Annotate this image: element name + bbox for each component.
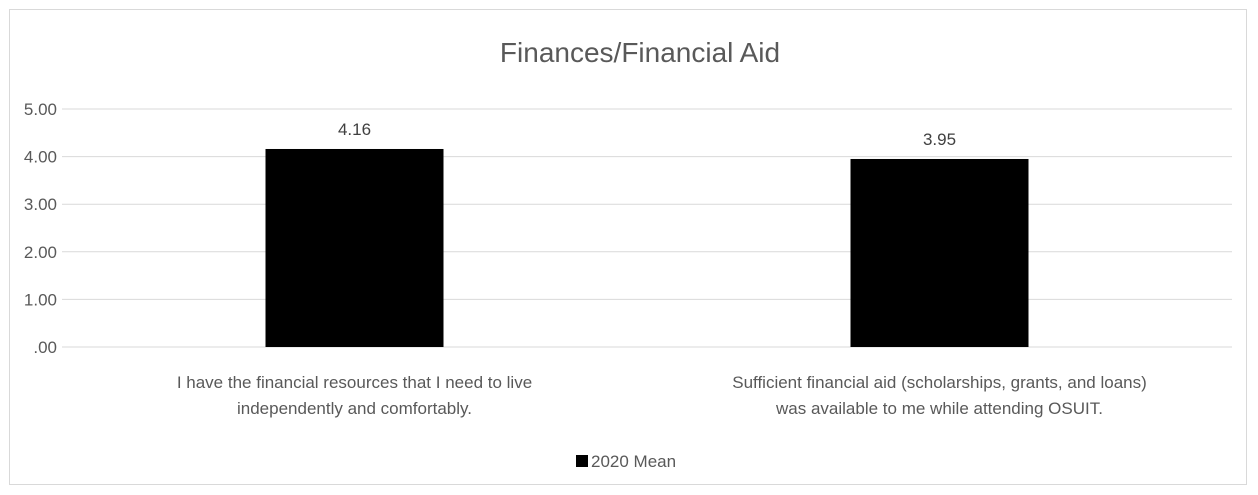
category-label: Sufficient financial aid (scholarships, … [732, 373, 1147, 392]
y-tick-label: 3.00 [24, 195, 57, 214]
data-labels: 4.16 3.95 [338, 120, 956, 149]
data-label: 3.95 [923, 130, 956, 149]
legend-swatch [576, 455, 588, 467]
category-label: was available to me while attending OSUI… [775, 399, 1103, 418]
category-label: independently and comfortably. [237, 399, 472, 418]
y-tick-label: .00 [33, 338, 57, 357]
y-tick-label: 4.00 [24, 148, 57, 167]
y-tick-label: 1.00 [24, 290, 57, 309]
data-label: 4.16 [338, 120, 371, 139]
chart-title: Finances/Financial Aid [500, 37, 780, 68]
gridlines [62, 108, 1232, 348]
y-axis-ticks: .00 1.00 2.00 3.00 4.00 5.00 [24, 100, 57, 357]
bars [265, 148, 1029, 347]
legend-label: 2020 Mean [591, 452, 676, 471]
legend: 2020 Mean [576, 452, 676, 471]
chart-frame [9, 9, 1247, 485]
category-labels: I have the financial resources that I ne… [177, 373, 1147, 418]
y-tick-label: 5.00 [24, 100, 57, 119]
y-tick-label: 2.00 [24, 243, 57, 262]
bar [265, 148, 444, 347]
category-label: I have the financial resources that I ne… [177, 373, 532, 392]
bar [850, 158, 1029, 347]
